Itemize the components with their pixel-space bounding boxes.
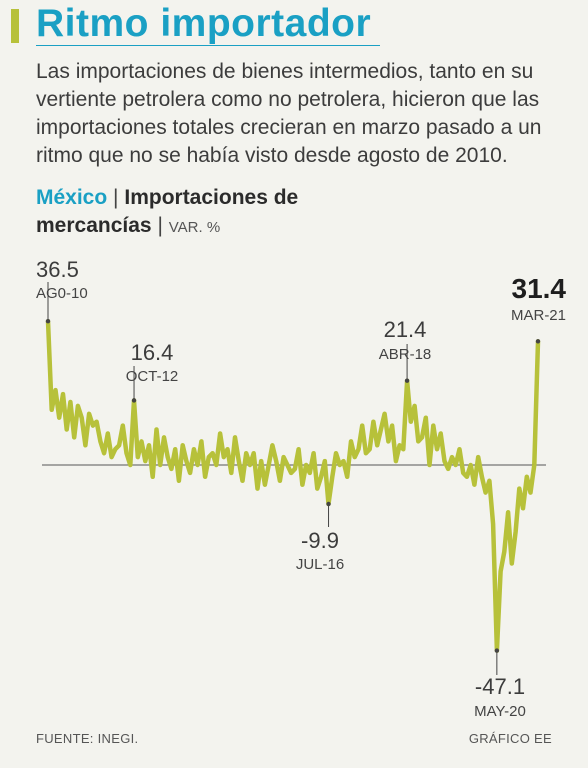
annotation-label-ag0-10: AG0-10: [36, 285, 88, 302]
title-rule: [36, 45, 380, 46]
subtitle-main-line1: Importaciones de: [124, 186, 299, 209]
annotation-label-mar-21: MAR-21: [511, 307, 566, 324]
footer-credit: GRÁFICO EE: [468, 731, 552, 746]
annotation-value-jul-16: -9.9: [301, 528, 339, 553]
annotation-point-mar-21: [535, 339, 541, 344]
annotation-point-may-20: [494, 648, 500, 653]
subtitle-separator: |: [113, 186, 119, 209]
annotation-label-abr-18: ABR-18: [379, 346, 432, 363]
subtitle-country: México: [36, 186, 108, 209]
subtitle-separator-2: |: [157, 214, 163, 237]
annotation-point-abr-18: [404, 378, 410, 383]
intro-text: Las importaciones de bienes intermedios,…: [36, 60, 542, 167]
chart-subtitle: México | Importaciones de mercancías | V…: [36, 184, 298, 242]
subtitle-main-line2: mercancías: [36, 214, 152, 237]
annotation-label-oct-12: OCT-12: [126, 368, 179, 385]
footer-source: FUENTE: INEGI.: [36, 731, 139, 746]
annotation-value-may-20: -47.1: [475, 674, 525, 699]
annotation-point-oct-12: [131, 398, 137, 403]
annotation-label-jul-16: JUL-16: [296, 556, 344, 573]
annotation-value-ag0-10: 36.5: [36, 257, 79, 282]
annotation-point-jul-16: [326, 501, 331, 507]
subtitle-unit: VAR. %: [168, 219, 221, 236]
series-line-importaciones: [45, 318, 541, 653]
annotation-value-mar-21: 31.4: [512, 273, 567, 304]
page-title: Ritmo importador: [36, 2, 372, 45]
annotation-label-may-20: MAY-20: [474, 703, 526, 720]
annotations-group: 36.5 AG0-10 16.4 OCT-12 -9.9 JUL-16 21.4 ABR-18…: [36, 257, 566, 720]
annotation-point-ag0-10: [45, 318, 51, 324]
annotation-value-oct-12: 16.4: [131, 340, 174, 365]
annotation-value-abr-18: 21.4: [384, 317, 427, 342]
title-accent-bar: [11, 9, 19, 43]
